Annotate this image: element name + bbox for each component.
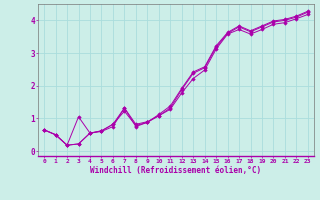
X-axis label: Windchill (Refroidissement éolien,°C): Windchill (Refroidissement éolien,°C) xyxy=(91,166,261,175)
